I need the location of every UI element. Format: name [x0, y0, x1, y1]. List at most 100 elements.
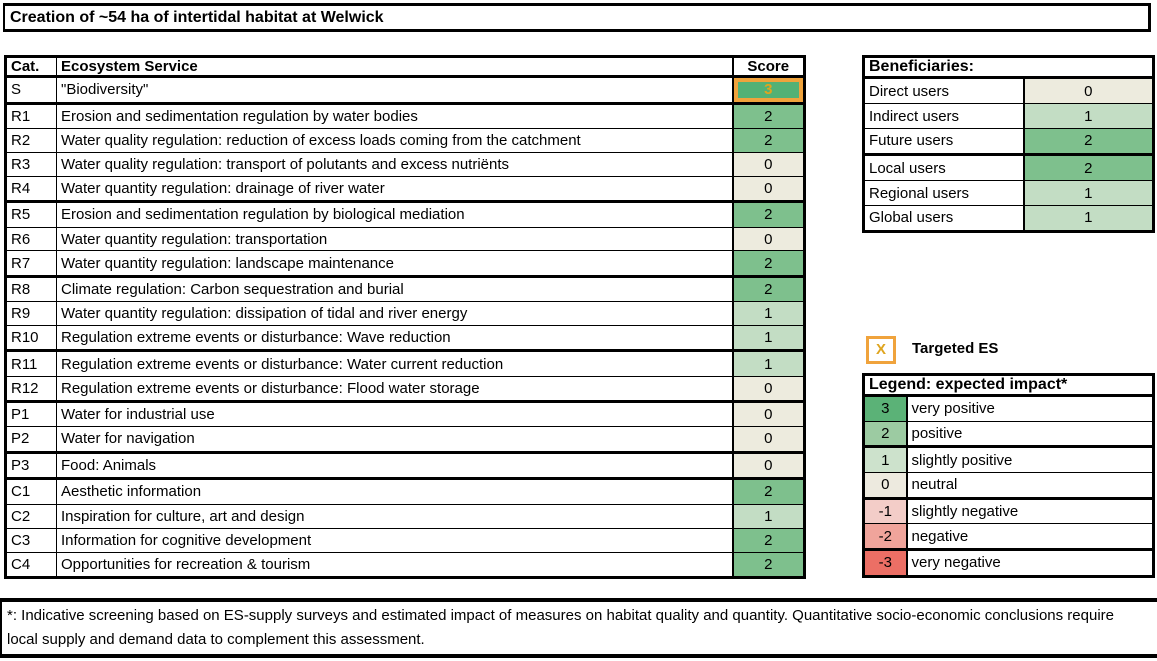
legend-row: 2 positive	[863, 420, 1154, 449]
table-row: R11 Regulation extreme events or disturba…	[5, 350, 805, 377]
legend-row: -1 slightly negative	[863, 497, 1154, 525]
legend-label-cell: neutral	[906, 471, 1154, 500]
service-cell: Water for industrial use	[56, 401, 733, 428]
score-cell: 0	[731, 401, 805, 428]
cat-column-header: Cat.	[5, 56, 57, 78]
beneficiary-value: 0	[1022, 76, 1154, 105]
legend-label-cell: very positive	[906, 395, 1154, 422]
beneficiary-label: Direct users	[863, 76, 1024, 105]
score-cell: 0	[731, 375, 805, 404]
score-cell: 1	[731, 301, 805, 327]
service-cell: Water quality regulation: reduction of e…	[56, 127, 733, 153]
service-cell: Water for navigation	[56, 426, 733, 454]
table-row: C4 Opportunities for recreation & tourism…	[5, 551, 805, 579]
table-row: C1 Aesthetic information 2	[5, 478, 805, 505]
table-row: R4 Water quantity regulation: drainage of…	[5, 175, 805, 204]
score-column-header: Score	[731, 56, 805, 78]
beneficiary-label: Regional users	[863, 180, 1024, 206]
score-cell: 1	[731, 325, 805, 353]
cat-cell: C2	[5, 503, 57, 529]
table-row: P1 Water for industrial use 0	[5, 401, 805, 428]
beneficiaries-header-row: Beneficiaries:	[863, 56, 1154, 79]
beneficiary-label: Indirect users	[863, 103, 1024, 129]
table-row: R12 Regulation extreme events or disturba…	[5, 375, 805, 404]
table-row: R7 Water quantity regulation: landscape m…	[5, 250, 805, 278]
score-cell: 3	[731, 76, 805, 105]
legend-row: 3 very positive	[863, 395, 1154, 422]
legend-label-cell: slightly positive	[906, 446, 1154, 473]
cat-cell: R7	[5, 250, 57, 278]
service-cell: Regulation extreme events or disturbance…	[56, 350, 733, 377]
cat-cell: R8	[5, 275, 57, 303]
cat-cell: P2	[5, 426, 57, 454]
table-row: P3 Food: Animals 0	[5, 451, 805, 481]
cat-cell: R1	[5, 102, 57, 129]
service-cell: Water quality regulation: transport of p…	[56, 151, 733, 177]
cat-cell: R6	[5, 226, 57, 252]
service-cell: Water quantity regulation: drainage of r…	[56, 175, 733, 204]
table-row: R8 Climate regulation: Carbon sequestrati…	[5, 275, 805, 303]
service-cell: Erosion and sedimentation regulation by …	[56, 102, 733, 129]
score-cell: 2	[731, 527, 805, 553]
score-cell: 2	[731, 478, 805, 505]
legend-label-cell: negative	[906, 523, 1154, 551]
table-row: S "Biodiversity" 3	[5, 76, 805, 105]
beneficiary-label: Global users	[863, 204, 1024, 233]
cat-cell: R3	[5, 151, 57, 177]
beneficiary-row: Regional users 1	[863, 180, 1154, 206]
service-cell: Food: Animals	[56, 451, 733, 481]
beneficiary-value: 1	[1022, 180, 1154, 206]
service-cell: Information for cognitive development	[56, 527, 733, 553]
table-header-row: Cat. Ecosystem Service Score	[5, 56, 805, 78]
service-cell: Climate regulation: Carbon sequestration…	[56, 275, 733, 303]
score-cell: 1	[731, 350, 805, 377]
beneficiary-row: Future users 2	[863, 127, 1154, 157]
score-cell: 2	[731, 551, 805, 579]
cat-cell: P1	[5, 401, 57, 428]
legend-row: -3 very negative	[863, 548, 1154, 578]
targeted-es-label: Targeted ES	[912, 340, 999, 357]
legend-value-cell: 3	[863, 395, 908, 422]
legend-value-cell: -3	[863, 548, 908, 578]
score-cell: 0	[731, 151, 805, 177]
cat-cell: R9	[5, 301, 57, 327]
ecosystem-services-table: Cat. Ecosystem Service Score S "Biodivers…	[4, 55, 806, 579]
page-title: Creation of ~54 ha of intertidal habitat…	[3, 3, 1151, 32]
legend-value-cell: 1	[863, 446, 908, 473]
table-row: C3 Information for cognitive development 2	[5, 527, 805, 553]
targeted-es-x-box: X	[866, 336, 896, 364]
score-cell: 2	[731, 127, 805, 153]
table-row: R5 Erosion and sedimentation regulation b…	[5, 201, 805, 228]
legend-label-cell: very negative	[906, 548, 1154, 578]
cat-cell: R12	[5, 375, 57, 404]
table-row: R3 Water quality regulation: transport of…	[5, 151, 805, 177]
beneficiary-value: 1	[1022, 103, 1154, 129]
beneficiary-value: 1	[1022, 204, 1154, 233]
cat-cell: R10	[5, 325, 57, 353]
table-row: R2 Water quality regulation: reduction of…	[5, 127, 805, 153]
legend-label-cell: slightly negative	[906, 497, 1154, 525]
score-cell: 0	[731, 451, 805, 481]
legend-row: 0 neutral	[863, 471, 1154, 500]
table-row: P2 Water for navigation 0	[5, 426, 805, 454]
table-row: R6 Water quantity regulation: transportat…	[5, 226, 805, 252]
cat-cell: C1	[5, 478, 57, 505]
cat-cell: R4	[5, 175, 57, 204]
table-row: C2 Inspiration for culture, art and desig…	[5, 503, 805, 529]
legend-value-cell: -1	[863, 497, 908, 525]
beneficiary-row: Local users 2	[863, 153, 1154, 182]
legend-value-cell: 2	[863, 420, 908, 449]
score-cell: 2	[731, 201, 805, 228]
table-row: R1 Erosion and sedimentation regulation b…	[5, 102, 805, 129]
cat-cell: C4	[5, 551, 57, 579]
footnote: *: Indicative screening based on ES-supp…	[0, 598, 1157, 658]
score-cell: 0	[731, 426, 805, 454]
beneficiary-value: 2	[1022, 127, 1154, 157]
score-cell: 2	[731, 275, 805, 303]
service-cell: Aesthetic information	[56, 478, 733, 505]
service-cell: Water quantity regulation: transportatio…	[56, 226, 733, 252]
table-row: R9 Water quantity regulation: dissipation…	[5, 301, 805, 327]
impact-legend-table: Legend: expected impact* 3 very positive 2…	[862, 373, 1155, 578]
service-cell: Water quantity regulation: landscape mai…	[56, 250, 733, 278]
legend-header-row: Legend: expected impact*	[863, 374, 1154, 397]
